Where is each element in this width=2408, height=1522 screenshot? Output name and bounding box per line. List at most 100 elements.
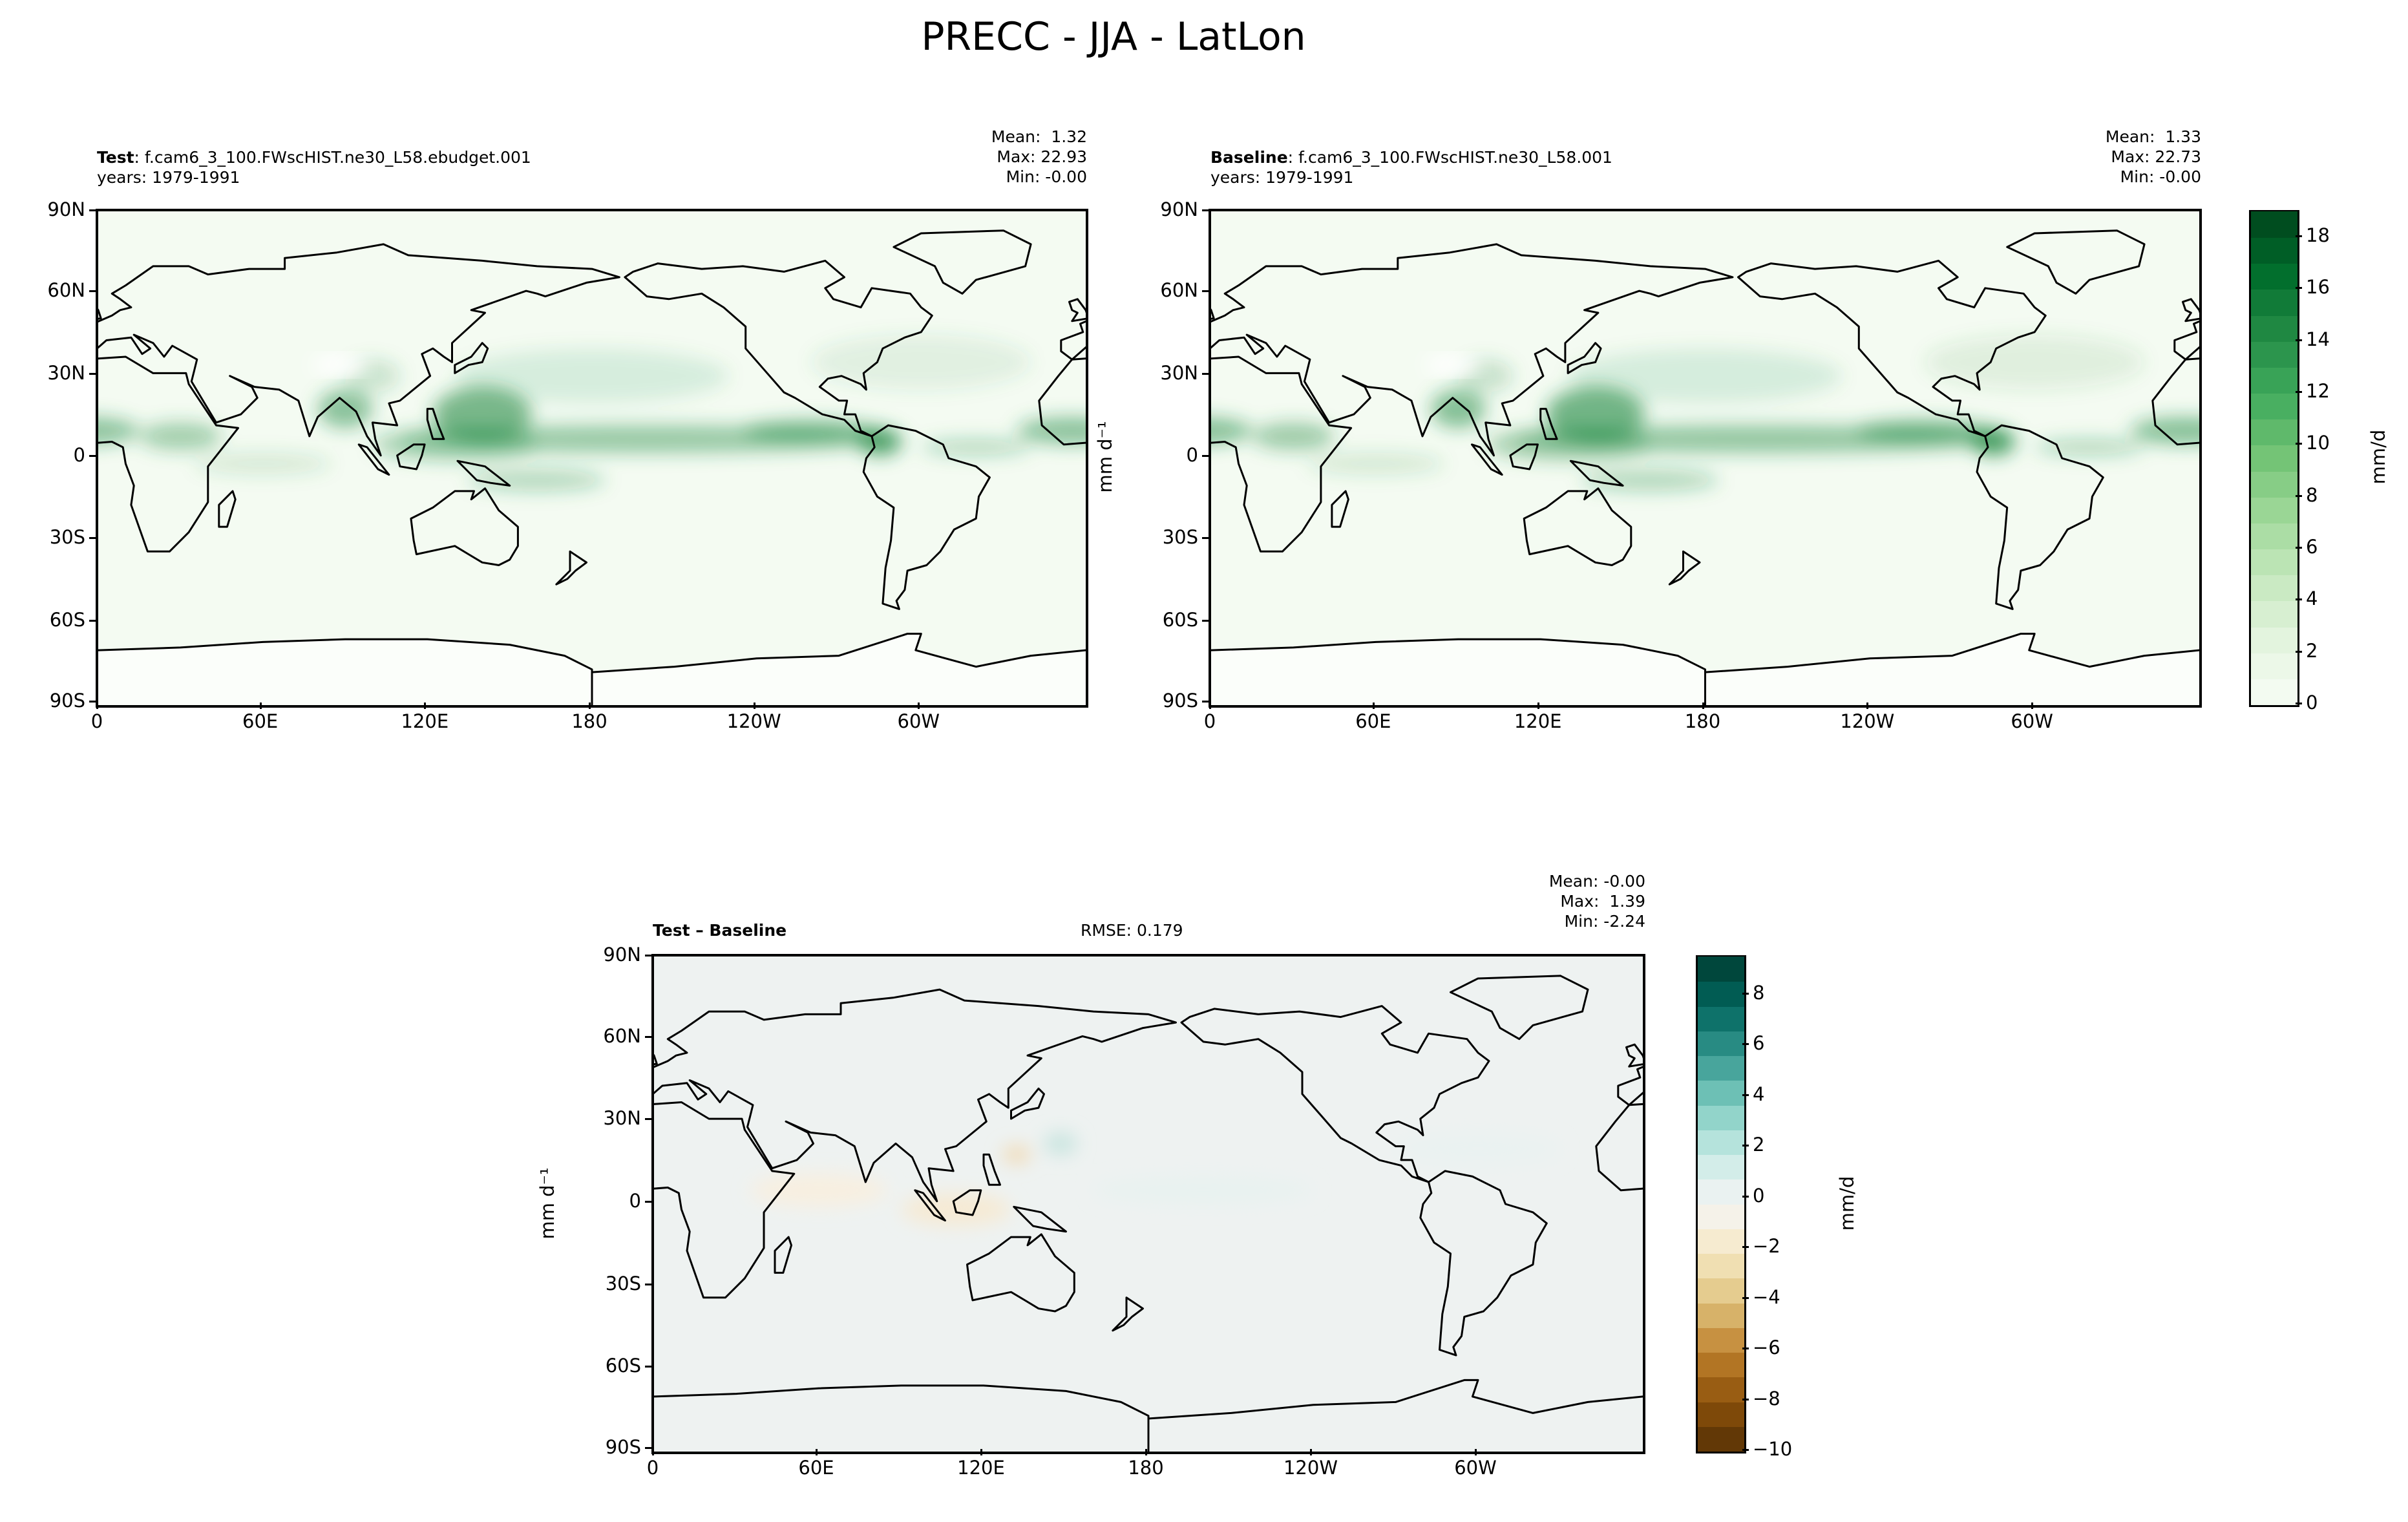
coastline-greenland	[892, 229, 1032, 295]
y-tick-label: 30S	[49, 526, 85, 549]
colorbar-tick-mark	[2296, 391, 2302, 394]
coastline-borneo	[952, 1189, 982, 1216]
x-tick-mark	[2031, 703, 2034, 709]
colorbar-level	[2251, 419, 2297, 446]
coastline-eurasia	[98, 243, 620, 457]
x-tick-mark	[753, 703, 755, 709]
y-tick-label: 60N	[603, 1024, 641, 1047]
y-tick-mark	[89, 619, 96, 622]
coastline-samerica	[1419, 1170, 1548, 1357]
x-tick-label: 0	[90, 710, 103, 732]
baseline-header: Baseline: f.cam6_3_100.FWscHIST.ne30_L58…	[1210, 147, 1612, 187]
colorbar-level	[2251, 315, 2297, 342]
x-tick-label: 60W	[2011, 710, 2053, 732]
colorbar-level	[2251, 211, 2297, 238]
coastline-madagascar	[218, 490, 237, 528]
y-tick-mark	[645, 1283, 651, 1285]
colorbar-tick-mark	[1742, 1348, 1749, 1350]
x-tick-label: 180	[1684, 710, 1721, 732]
precip-blob	[98, 417, 140, 445]
test-case: : f.cam6_3_100.FWscHIST.ne30_L58.ebudget…	[134, 148, 531, 167]
x-tick-label: 180	[571, 710, 607, 732]
colorbar-tick-label: 0	[1753, 1184, 1765, 1207]
colorbar-level	[1698, 1278, 1744, 1304]
coastline-newguinea	[1013, 1205, 1067, 1233]
coastline-newzealand	[1112, 1296, 1144, 1332]
coastline-borneo	[1509, 443, 1539, 470]
coastline-africa	[1211, 355, 1353, 553]
coastline-africa	[98, 355, 239, 553]
y-tick-label: 90S	[1162, 690, 1198, 712]
coastline-madagascar	[774, 1236, 792, 1274]
precip-blob	[743, 419, 880, 442]
baseline-min: Min: -0.00	[2120, 167, 2201, 186]
colorbar-level	[2251, 237, 2297, 264]
x-tick-label: 60W	[897, 710, 940, 732]
colorbar-tick-label: −2	[1753, 1235, 1780, 1258]
y-tick-label: 30N	[1160, 361, 1198, 384]
coastline-borneo	[396, 443, 426, 470]
x-tick-mark	[96, 703, 98, 709]
x-tick-mark	[424, 703, 427, 709]
precip-blob	[1017, 417, 1086, 445]
coastline-uk	[1068, 298, 1086, 322]
y-tick-mark	[645, 1118, 651, 1121]
diff-max: Max: 1.39	[1560, 892, 1645, 911]
coastline-japan	[1010, 1087, 1045, 1120]
colorbar-level	[1698, 1327, 1744, 1353]
coastline-namerica	[1180, 1005, 1490, 1183]
colorbar-tick-label: 2	[2306, 639, 2318, 662]
colorbar-tick-label: 8	[2306, 483, 2318, 506]
precip-blob	[372, 428, 538, 461]
y-tick-label: 30N	[47, 361, 85, 384]
colorbar-tick-label: 6	[1753, 1032, 1765, 1055]
colorbar-tick-mark	[1742, 1398, 1749, 1400]
test-stats: Mean: 1.32 Max: 22.93 Min: -0.00	[991, 127, 1087, 187]
coastline-antarctica	[1211, 638, 1706, 705]
diff-rmse: RMSE: 0.179	[1081, 921, 1183, 940]
colorbar-level	[1698, 1030, 1744, 1056]
precip-blob	[1925, 335, 2145, 390]
test-years: years: 1979-1991	[97, 168, 240, 187]
coastline-japan	[454, 342, 489, 374]
precip-blob	[139, 422, 222, 450]
colorbar-tick-mark	[2296, 339, 2302, 341]
y-tick-label: 30N	[603, 1107, 641, 1130]
coastline-antarctica	[654, 1384, 1150, 1452]
coastline-newguinea	[456, 460, 511, 487]
colorbar-level	[1698, 1377, 1744, 1402]
colorbar-level	[2251, 496, 2297, 523]
y-tick-mark	[1202, 455, 1209, 457]
colorbar-level	[2251, 626, 2297, 653]
coastline-philippines	[982, 1153, 1001, 1186]
y-tick-mark	[89, 537, 96, 540]
x-tick-mark	[1310, 1449, 1312, 1455]
coastline-philippines	[426, 408, 445, 440]
x-tick-label: 120W	[1283, 1457, 1338, 1479]
colorbar-tick-mark	[1742, 1246, 1749, 1249]
test-label: Test	[97, 148, 134, 167]
coastline-namerica	[624, 259, 933, 438]
precip-blob	[2034, 439, 2145, 456]
x-tick-label: 0	[1203, 710, 1216, 732]
y-tick-label: 90N	[603, 944, 641, 966]
coastline-newzealand	[555, 550, 587, 586]
coastline-samerica	[1976, 424, 2104, 610]
map-canvas	[1211, 211, 2199, 705]
colorbar-level	[1698, 1055, 1744, 1081]
colorbar-level	[1698, 1352, 1744, 1378]
baseline-mean: Mean: 1.33	[2105, 127, 2201, 146]
coastline-uk	[654, 1053, 658, 1066]
colorbar-level	[1698, 1179, 1744, 1205]
x-tick-mark	[980, 1449, 982, 1455]
coastline-africa	[654, 1101, 796, 1299]
coastline-eurasia	[1211, 243, 1734, 457]
difference-colorbar-label: mm/d	[1836, 1176, 1858, 1231]
colorbar-level	[2251, 600, 2297, 628]
colorbar-tick-mark	[1742, 1043, 1749, 1046]
diff-mean: Mean: -0.00	[1548, 872, 1645, 891]
colorbar-tick-mark	[2296, 598, 2302, 601]
colorbar-level	[1698, 1401, 1744, 1427]
coastline-sumatra	[1471, 443, 1503, 476]
baseline-stats: Mean: 1.33 Max: 22.73 Min: -0.00	[2106, 127, 2201, 187]
